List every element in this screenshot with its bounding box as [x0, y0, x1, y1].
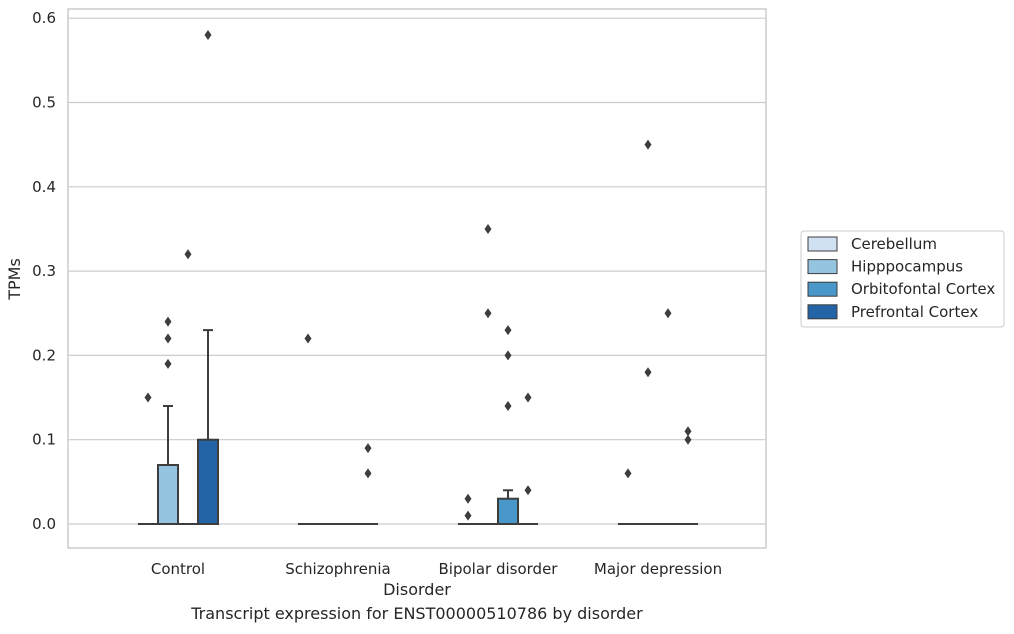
outlier-point — [144, 392, 152, 403]
x-axis-title: Disorder — [383, 580, 451, 599]
y-tick-label: 0.3 — [32, 262, 56, 280]
y-axis-title: TPMs — [5, 258, 24, 301]
outlier-point — [184, 249, 192, 260]
y-tick-label: 0.1 — [32, 431, 56, 449]
outlier-point — [164, 333, 172, 344]
legend-label: Prefrontal Cortex — [851, 303, 978, 321]
legend-swatch — [807, 281, 838, 297]
outlier-point — [504, 400, 512, 411]
legend-label: Cerebellum — [851, 235, 937, 253]
x-tick-label: Control — [151, 560, 205, 578]
outlier-point — [464, 510, 472, 521]
outlier-point — [684, 434, 692, 445]
legend-swatch — [807, 304, 838, 320]
plot-frame — [67, 8, 767, 549]
y-tick-label: 0.6 — [32, 9, 56, 27]
outlier-point — [624, 468, 632, 479]
x-tick-label: Major depression — [594, 560, 722, 578]
outlier-point — [484, 308, 492, 319]
outlier-point — [464, 493, 472, 504]
legend-swatch — [807, 236, 838, 252]
box — [197, 438, 219, 526]
outlier-point — [304, 333, 312, 344]
outlier-point — [524, 485, 532, 496]
x-axis-ticks: Control Schizophrenia Bipolar disorder Majo… — [151, 560, 722, 578]
outlier-point — [484, 223, 492, 234]
y-axis-ticks: 0.0 0.1 0.2 0.3 0.4 0.5 0.6 — [32, 9, 56, 533]
legend-frame — [800, 230, 1005, 328]
outlier-point — [524, 392, 532, 403]
outlier-point — [164, 358, 172, 369]
legend-swatch — [807, 259, 838, 275]
figure-caption: Transcript expression for ENST0000051078… — [191, 604, 643, 623]
y-tick-label: 0.5 — [32, 94, 56, 112]
outlier-point — [504, 350, 512, 361]
outlier-point — [364, 443, 372, 454]
box — [497, 497, 519, 525]
y-tick-label: 0.0 — [32, 515, 56, 533]
y-tick-label: 0.2 — [32, 346, 56, 364]
legend-label: Hipppocampus — [851, 258, 963, 276]
x-tick-label: Schizophrenia — [285, 560, 390, 578]
x-tick-label: Bipolar disorder — [439, 560, 559, 578]
outlier-point — [204, 30, 212, 41]
y-tick-label: 0.4 — [32, 178, 56, 196]
outlier-point — [364, 468, 372, 479]
outlier-point — [644, 139, 652, 150]
outlier-point — [164, 316, 172, 327]
outlier-point — [504, 325, 512, 336]
outlier-point — [664, 308, 672, 319]
boxes — [138, 30, 698, 526]
legend-label: Orbitofontal Cortex — [851, 280, 995, 298]
outlier-point — [684, 426, 692, 437]
grid-lines — [68, 17, 766, 525]
box — [157, 463, 179, 525]
legend: Cerebellum Hipppocampus Orbitofontal Corte… — [800, 230, 1005, 328]
outlier-point — [644, 367, 652, 378]
